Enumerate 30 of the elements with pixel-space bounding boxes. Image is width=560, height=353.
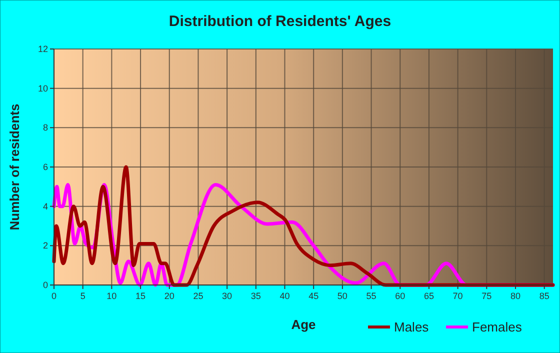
x-tick-label: 5: [80, 291, 86, 301]
y-tick-label: 12: [38, 44, 48, 54]
x-tick-label: 0: [51, 291, 57, 301]
y-tick-label: 0: [42, 280, 48, 290]
x-tick-label: 50: [337, 291, 348, 301]
x-tick-label: 40: [280, 291, 290, 301]
x-tick-label: 10: [106, 291, 117, 301]
y-axis-title: Number of residents: [7, 104, 22, 230]
y-tick-label: 10: [38, 83, 48, 94]
x-tick-label: 55: [366, 291, 376, 301]
x-tick-label: 25: [193, 291, 204, 301]
x-tick-label: 80: [510, 291, 521, 301]
chart-title: Distribution of Residents' Ages: [168, 13, 392, 30]
y-tick-label: 6: [42, 162, 48, 172]
y-tick-label: 4: [42, 201, 48, 212]
x-tick-label: 20: [164, 291, 174, 301]
x-tick-label: 70: [452, 291, 463, 301]
x-tick-label: 65: [424, 291, 434, 301]
x-tick-label: 45: [308, 291, 319, 301]
y-tick-label: 2: [42, 240, 48, 251]
x-tick-label: 60: [395, 291, 406, 301]
x-tick-label: 15: [136, 291, 146, 301]
x-tick-label: 85: [539, 291, 550, 301]
legend-label: Males: [394, 320, 430, 334]
legend-label: Females: [472, 320, 522, 334]
x-axis-title: Age: [291, 317, 316, 332]
x-tick-label: 30: [222, 291, 232, 301]
y-tick-label: 8: [42, 122, 48, 133]
x-tick-label: 35: [250, 291, 261, 301]
x-tick-label: 75: [482, 291, 492, 301]
